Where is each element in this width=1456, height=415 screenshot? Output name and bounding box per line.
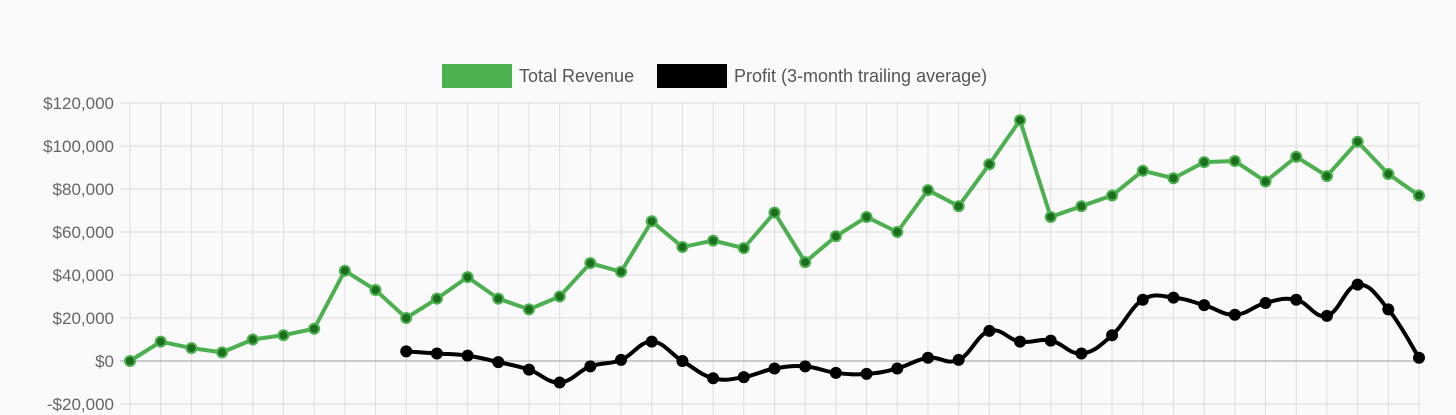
revenue-data-point <box>1014 114 1027 127</box>
series-lines <box>124 114 1425 389</box>
revenue-data-point <box>1351 135 1364 148</box>
revenue-data-point <box>1320 170 1333 183</box>
legend: Total Revenue Profit (3-month trailing av… <box>442 64 987 88</box>
profit-legend-label: Profit (3-month trailing average) <box>734 66 987 86</box>
revenue-data-point <box>584 257 597 270</box>
profit-data-point <box>461 349 474 362</box>
revenue-data-point <box>1044 210 1057 223</box>
revenue-data-point <box>1167 172 1180 185</box>
revenue-data-point <box>369 284 382 297</box>
revenue-data-point <box>522 303 535 316</box>
revenue-data-point <box>1290 150 1303 163</box>
revenue-data-point <box>1382 167 1395 180</box>
revenue-data-point <box>277 329 290 342</box>
profit-data-point <box>1198 299 1211 312</box>
revenue-data-point <box>707 234 720 247</box>
profit-data-point <box>615 353 628 366</box>
revenue-data-point <box>1413 189 1425 202</box>
profit-data-point <box>860 367 873 380</box>
revenue-data-point <box>492 292 505 305</box>
y-tick-label: $100,000 <box>43 137 114 156</box>
profit-data-point <box>676 355 689 367</box>
revenue-data-point <box>676 241 689 254</box>
revenue-legend-label: Total Revenue <box>519 66 634 86</box>
profit-data-point <box>430 347 443 360</box>
revenue-data-point <box>1106 189 1119 202</box>
revenue-data-point <box>400 312 413 324</box>
revenue-data-point <box>891 226 904 238</box>
profit-data-point <box>707 372 720 385</box>
revenue-data-point <box>737 242 750 255</box>
profit-data-point <box>1259 296 1272 309</box>
profit-data-point <box>921 351 934 364</box>
revenue-data-point <box>338 264 351 277</box>
y-tick-label: $0 <box>95 352 114 371</box>
y-tick-label: $120,000 <box>43 94 114 113</box>
profit-data-point <box>400 345 413 358</box>
revenue-data-point <box>1198 156 1211 169</box>
revenue-data-point <box>461 271 474 284</box>
profit-data-point <box>1382 303 1395 316</box>
profit-data-point <box>737 371 750 384</box>
revenue-data-point <box>952 200 965 213</box>
profit-data-point <box>1351 278 1364 291</box>
profit-data-point <box>522 363 535 376</box>
profit-data-point <box>983 324 996 337</box>
profit-data-point <box>1413 351 1425 364</box>
revenue-data-point <box>799 256 812 269</box>
profit-data-point <box>1106 329 1119 342</box>
revenue-data-point <box>615 265 628 278</box>
revenue-data-point <box>1259 175 1272 188</box>
revenue-data-point <box>124 355 136 367</box>
profit-data-point <box>799 360 812 373</box>
profit-data-point <box>952 353 965 366</box>
profit-legend-swatch <box>657 64 727 88</box>
profit-data-point <box>1075 347 1088 360</box>
revenue-data-point <box>645 215 658 228</box>
profit-data-point <box>1167 291 1180 304</box>
revenue-data-point <box>308 322 321 335</box>
profit-data-point <box>829 366 842 379</box>
profit-data-point <box>1320 309 1333 322</box>
revenue-data-point <box>860 210 873 223</box>
profit-data-point <box>1290 293 1303 306</box>
revenue-data-point <box>246 333 259 346</box>
revenue-data-point <box>983 158 996 171</box>
y-tick-label: -$20,000 <box>47 395 114 414</box>
profit-data-point <box>1136 293 1149 306</box>
revenue-legend-swatch <box>442 64 512 88</box>
revenue-data-point <box>829 230 842 243</box>
y-tick-label: $80,000 <box>53 180 114 199</box>
revenue-data-point <box>1075 200 1088 213</box>
revenue-data-point <box>185 342 198 355</box>
y-tick-label: $60,000 <box>53 223 114 242</box>
profit-data-point <box>1044 334 1057 347</box>
revenue-data-point <box>1228 155 1241 168</box>
profit-series-line <box>404 282 1421 385</box>
revenue-data-point <box>553 290 566 303</box>
revenue-data-point <box>768 206 781 219</box>
y-axis: $120,000 $100,000 $80,000 $60,000 $40,000 $20… <box>43 94 114 414</box>
revenue-data-point <box>921 184 934 197</box>
profit-data-point <box>1228 308 1241 321</box>
profit-data-point <box>645 335 658 348</box>
profit-data-point <box>492 356 505 369</box>
profit-data-point <box>891 362 904 375</box>
profit-data-point <box>553 376 566 389</box>
profit-data-point <box>768 362 781 375</box>
profit-data-point <box>584 360 597 373</box>
revenue-data-point <box>1136 164 1149 177</box>
y-tick-label: $40,000 <box>53 266 114 285</box>
y-tick-label: $20,000 <box>53 309 114 328</box>
revenue-data-point <box>154 335 167 348</box>
revenue-data-point <box>216 346 229 359</box>
revenue-data-point <box>430 292 443 305</box>
profit-data-point <box>1014 335 1027 348</box>
